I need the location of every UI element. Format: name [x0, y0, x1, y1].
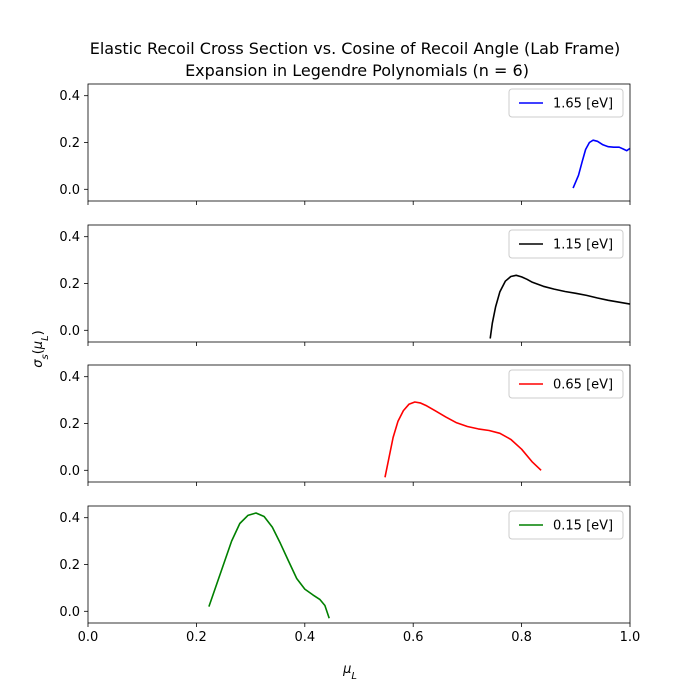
y-tick-label: 0.2 — [59, 277, 80, 292]
y-tick-label: 0.4 — [59, 89, 80, 104]
series-line — [489, 274, 631, 339]
legend-box — [508, 369, 624, 399]
y-tick-label: 0.2 — [59, 417, 80, 432]
subplots: 0.00.20.4 1.65 [eV]0.00.20.4 1.15 [eV]0.00… — [59, 83, 641, 645]
y-tick-label: 0.4 — [59, 230, 80, 245]
legend-label: 0.15 [eV] — [553, 519, 613, 534]
legend-box — [508, 229, 624, 259]
y-tick-label: 0.4 — [59, 511, 80, 526]
y-tick-label: 0.0 — [59, 605, 80, 620]
subplot-1: 0.0 0.2 0.4 1.65 [eV] — [59, 83, 631, 205]
y-tick-label: 0.2 — [59, 558, 80, 573]
legend-label: 1.15 [eV] — [553, 238, 613, 253]
x-tick-label: 0.2 — [186, 630, 207, 645]
legend-label: 0.65 [eV] — [553, 378, 613, 393]
legend-box — [508, 510, 624, 540]
chart-subtitle: Expansion in Legendre Polynomials (n = 6… — [185, 61, 529, 80]
x-tick-label: 0.4 — [294, 630, 315, 645]
legend-box — [508, 88, 624, 118]
legend: 0.65 [eV] — [508, 369, 624, 399]
subplot-3: 0.0 0.2 0.4 0.65 [eV] — [59, 364, 631, 486]
chart-title: Elastic Recoil Cross Section vs. Cosine … — [90, 39, 621, 58]
y-tick-label: 0.0 — [59, 464, 80, 479]
legend-label: 1.65 [eV] — [553, 97, 613, 112]
series-line — [384, 401, 542, 478]
x-tick-label: 0.8 — [511, 630, 532, 645]
x-tick-label: 0.0 — [78, 630, 99, 645]
y-tick-label: 0.0 — [59, 324, 80, 339]
x-axis-label: μL — [342, 662, 357, 682]
x-tick-label: 1.0 — [620, 630, 641, 645]
legend: 1.15 [eV] — [508, 229, 624, 259]
x-tick-label: 0.6 — [403, 630, 424, 645]
subplot-2: 0.0 0.2 0.4 1.15 [eV] — [59, 224, 631, 346]
legend: 1.65 [eV] — [508, 88, 624, 118]
y-tick-label: 0.4 — [59, 370, 80, 385]
subplot-4: 0.0 0.2 0.4 0.0 0.2 0.4 0.6 0.8 1.0 0.15 [eV] — [59, 505, 641, 645]
y-tick-label: 0.0 — [59, 183, 80, 198]
y-axis-label: σs(μL) — [31, 330, 51, 367]
series-line — [572, 139, 631, 189]
legend: 0.15 [eV] — [508, 510, 624, 540]
y-tick-label: 0.2 — [59, 136, 80, 151]
series-line — [208, 512, 330, 619]
